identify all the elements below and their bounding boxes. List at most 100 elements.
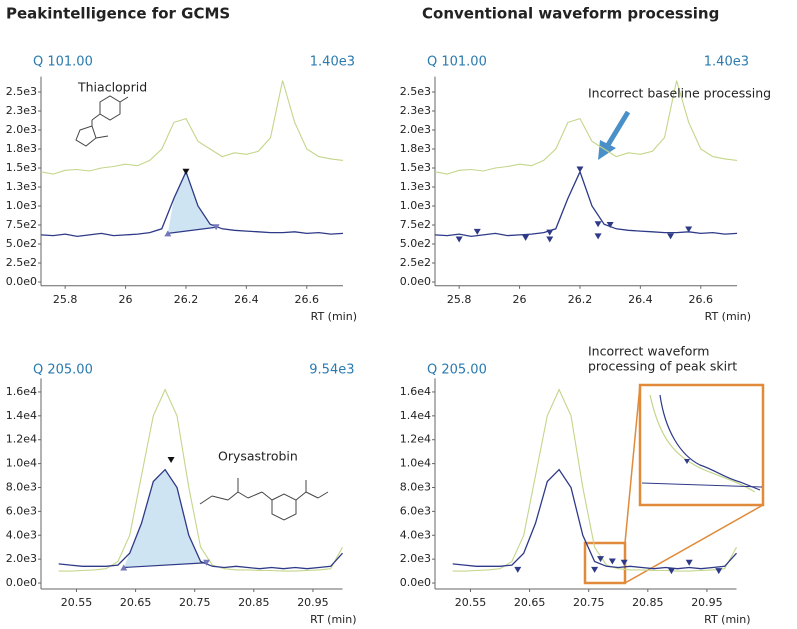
y-tick-label: 2.5e3 [400, 85, 431, 98]
intensity-label: 1.40e3 [704, 55, 749, 70]
peak-marker [608, 558, 616, 565]
x-tick-label: 26.6 [295, 293, 320, 306]
trace [434, 170, 738, 238]
quant-label: Q 101.00 [33, 55, 93, 70]
peak-marker [685, 226, 693, 233]
x-axis-label: RT (min) [310, 613, 356, 626]
peak-marker [473, 228, 481, 235]
x-tick-label: 20.95 [297, 596, 329, 609]
peak-marker [182, 168, 190, 175]
x-tick-label: 26.2 [174, 293, 199, 306]
trace [452, 468, 737, 570]
peak-marker [667, 233, 675, 240]
trace [58, 388, 343, 572]
y-tick-label: 0.0e0 [400, 275, 431, 288]
y-tick-label: 2.3e3 [6, 104, 37, 117]
quant-label: Q 205.00 [427, 363, 487, 378]
y-tick-label: 1.2e4 [6, 433, 37, 446]
x-tick-label: 20.75 [573, 596, 605, 609]
trace [40, 80, 344, 175]
annotation: processing of peak skirt [588, 359, 737, 374]
x-axis-label: RT (min) [704, 613, 750, 626]
x-tick-label: 26.4 [234, 293, 259, 306]
y-tick-label: 1.6e4 [400, 385, 431, 398]
peak-marker [594, 221, 602, 228]
x-tick-label: 25.8 [447, 293, 472, 306]
y-tick-label: 2.0e3 [6, 123, 37, 136]
peak-marker [606, 222, 614, 228]
x-tick-label: 25.8 [53, 293, 78, 306]
y-tick-label: 1.0e4 [400, 457, 431, 470]
y-tick-label: 0.0e0 [6, 576, 37, 589]
peak-marker [120, 564, 128, 571]
structure [75, 95, 329, 521]
peak-marker [576, 166, 584, 173]
intensity-label: 9.54e3 [309, 363, 354, 378]
y-tick-label: 1.4e4 [6, 409, 37, 422]
peak-marker [685, 559, 693, 566]
y-tick-label: 8.0e3 [400, 480, 431, 493]
y-tick-label: 1.3e3 [6, 180, 37, 193]
peak-marker [591, 566, 599, 573]
y-tick-label: 4.0e3 [400, 528, 431, 541]
annotation: Incorrect baseline processing [588, 86, 771, 101]
panel-heading: Peakintelligence for GCMS [6, 5, 230, 23]
y-tick-label: 1.3e3 [400, 180, 431, 193]
y-tick-label: 2.0e3 [6, 552, 37, 565]
y-tick-label: 2.0e3 [400, 123, 431, 136]
y-tick-label: 2.5e2 [6, 256, 37, 269]
peak-marker [667, 568, 675, 575]
y-tick-label: 8.0e3 [6, 480, 37, 493]
x-tick-label: 20.65 [514, 596, 546, 609]
y-tick-label: 5.0e2 [400, 237, 431, 250]
intensity-label: 1.40e3 [310, 55, 355, 70]
annotation: Orysastrobin [218, 449, 298, 464]
y-tick-label: 7.5e2 [400, 218, 431, 231]
trace [40, 170, 344, 238]
y-tick-label: 5.0e2 [6, 237, 37, 250]
x-tick-label: 20.95 [691, 596, 723, 609]
trace [452, 388, 737, 572]
trace [58, 468, 343, 570]
x-tick-label: 20.85 [632, 596, 664, 609]
quant-label: Q 101.00 [427, 55, 487, 70]
x-tick-label: 26 [119, 293, 133, 306]
y-tick-label: 1.6e4 [6, 385, 37, 398]
y-tick-label: 1.5e3 [6, 161, 37, 174]
x-tick-label: 26.6 [689, 293, 714, 306]
peak-area [167, 171, 217, 234]
peak-area [123, 469, 207, 568]
y-tick-label: 2.0e3 [400, 552, 431, 565]
baseline [167, 226, 217, 234]
y-tick-label: 2.5e2 [400, 256, 431, 269]
zoom-inset [583, 383, 765, 585]
peak-marker [715, 568, 723, 575]
peak-marker [203, 559, 211, 566]
callout-arrow [598, 110, 631, 160]
y-tick-label: 1.0e3 [6, 199, 37, 212]
x-tick-label: 20.65 [120, 596, 152, 609]
y-tick-label: 2.3e3 [400, 104, 431, 117]
y-tick-label: 6.0e3 [400, 504, 431, 517]
peak-marker [546, 229, 554, 236]
y-tick-label: 1.0e4 [6, 457, 37, 470]
peak-marker [546, 236, 554, 243]
annotation: Thiacloprid [77, 80, 147, 95]
peak-marker [522, 234, 530, 241]
x-axis-label: RT (min) [311, 310, 357, 323]
annotation: Incorrect waveform [588, 344, 709, 359]
y-tick-label: 1.4e4 [400, 409, 431, 422]
x-axis-label: RT (min) [705, 310, 751, 323]
x-tick-label: 20.55 [61, 596, 93, 609]
y-tick-label: 1.8e3 [6, 142, 37, 155]
quant-label: Q 205.00 [33, 363, 93, 378]
y-tick-label: 1.8e3 [400, 142, 431, 155]
y-tick-label: 7.5e2 [6, 218, 37, 231]
x-tick-label: 20.85 [238, 596, 270, 609]
y-tick-label: 2.5e3 [6, 85, 37, 98]
y-tick-label: 0.0e0 [400, 576, 431, 589]
y-tick-label: 1.0e3 [400, 199, 431, 212]
peak-marker [455, 236, 463, 243]
peak-marker [620, 559, 628, 566]
